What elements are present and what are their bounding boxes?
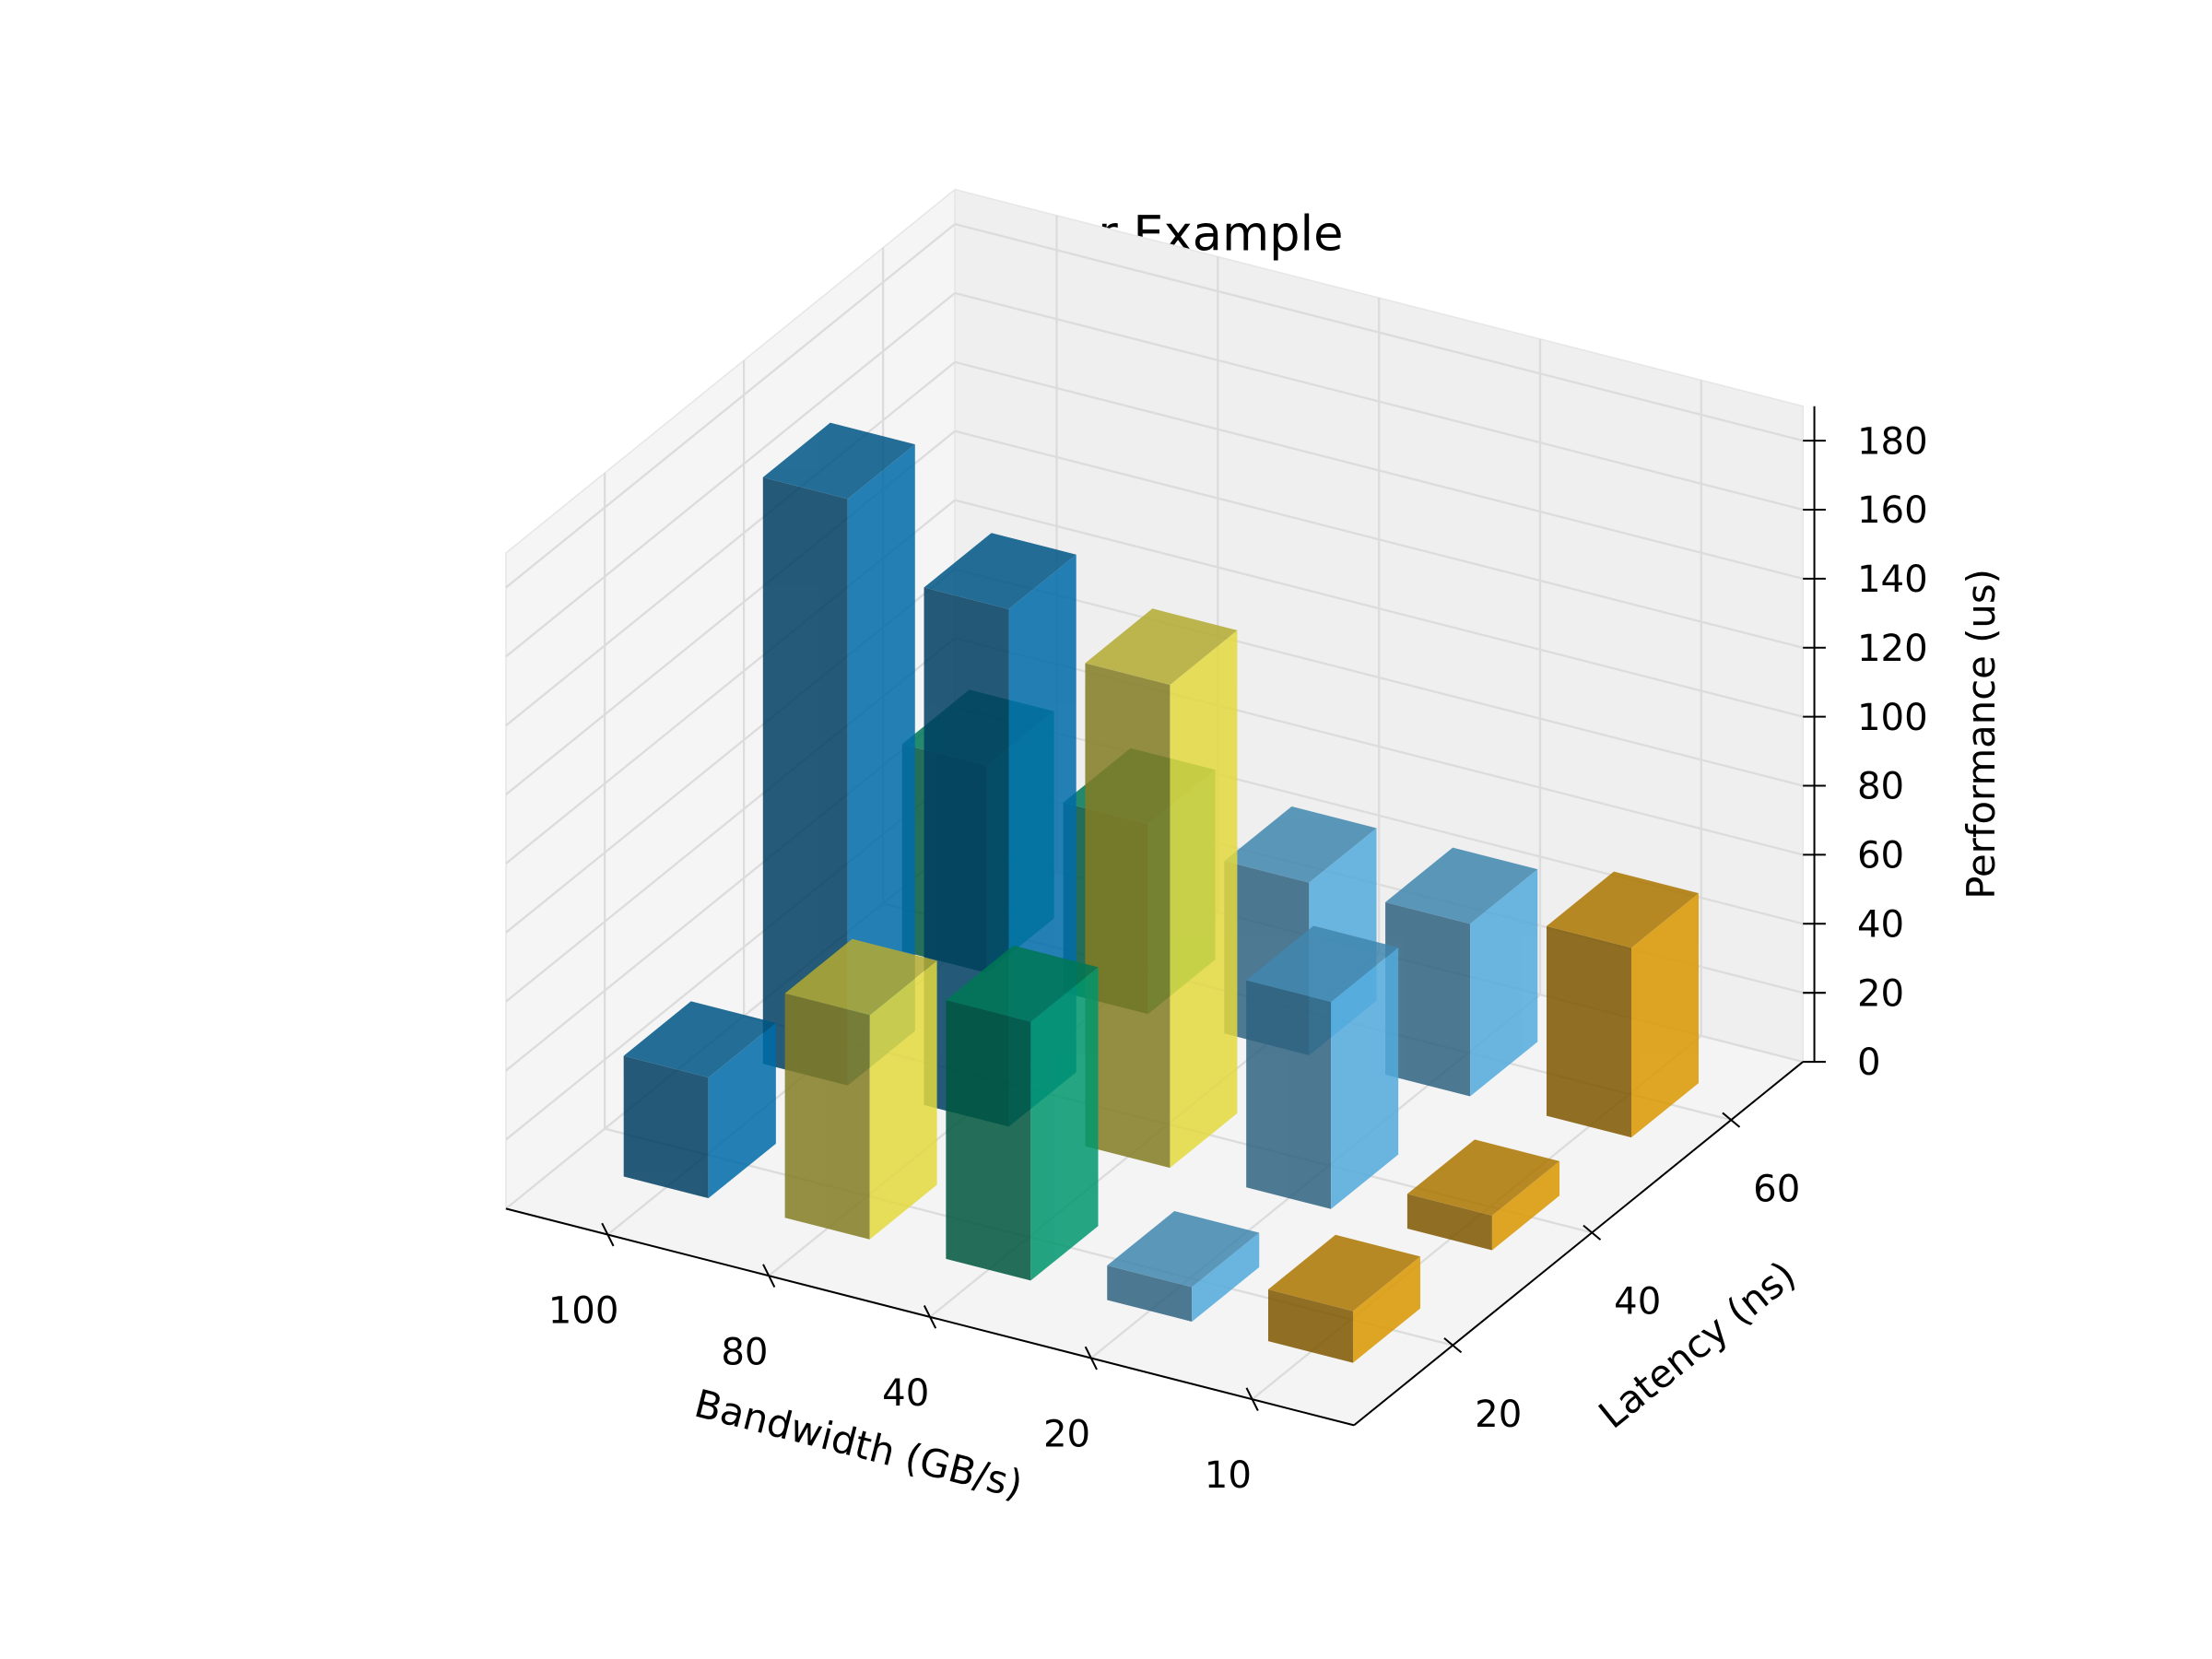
- bar-top-face: [762, 422, 915, 500]
- x-tick: [601, 1222, 615, 1247]
- bar-side-face: [1470, 869, 1538, 1097]
- bar-front-face: [762, 477, 848, 1086]
- y-axis-label: Latency (ns): [1590, 1252, 1804, 1437]
- bar-side-face: [1491, 1160, 1560, 1251]
- x-axis-label: Bandwidth (GB/s): [690, 1381, 1028, 1508]
- bar-top-face: [784, 938, 937, 1016]
- x-tick-label: 10: [1205, 1454, 1252, 1497]
- z-tick-label: 180: [1857, 420, 1928, 463]
- x-tick-label: 100: [548, 1290, 619, 1333]
- bar-top-face: [1406, 1139, 1560, 1216]
- bar-side-face: [1331, 947, 1399, 1209]
- bar-top-face: [1224, 806, 1377, 883]
- bar: [1267, 1234, 1420, 1363]
- bar-front-face: [1107, 1265, 1193, 1322]
- y-tick-label: 40: [1614, 1281, 1661, 1324]
- z-tick-label: 0: [1857, 1041, 1881, 1084]
- x-tick-label: 20: [1043, 1414, 1090, 1456]
- bar-side-face: [1030, 967, 1099, 1281]
- bar: [1546, 871, 1699, 1138]
- bar: [1406, 1139, 1560, 1251]
- x-tick-label: 40: [882, 1372, 929, 1415]
- z-axis-label: Performance (us): [1959, 569, 2004, 900]
- y-tick-label: 20: [1475, 1394, 1522, 1436]
- grid-line: [505, 360, 956, 727]
- bar-top-face: [1085, 608, 1238, 686]
- x-tick-label: 80: [721, 1331, 768, 1373]
- bar-top-face: [1385, 847, 1538, 924]
- bar-front-face: [1406, 1194, 1492, 1251]
- bar-top-face: [1246, 925, 1399, 1003]
- bar: [784, 938, 937, 1240]
- bar-top-face: [1107, 1210, 1260, 1288]
- bar: [623, 1001, 776, 1199]
- bar-top-face: [946, 945, 1099, 1022]
- bar-front-face: [946, 1000, 1031, 1281]
- bar-front-face: [1267, 1289, 1353, 1363]
- y-tick-label: 60: [1753, 1168, 1800, 1210]
- bar-side-face: [869, 960, 937, 1240]
- z-tick-label: 60: [1857, 835, 1904, 877]
- y-tick: [1443, 1337, 1463, 1354]
- bar: [1385, 847, 1538, 1097]
- bar-top-face: [924, 533, 1077, 609]
- bar-front-face: [1085, 663, 1171, 1169]
- bar-front-face: [1385, 901, 1471, 1097]
- bar-front-face: [1246, 980, 1332, 1209]
- z-tick-label: 20: [1857, 972, 1904, 1015]
- bar: [1107, 1210, 1260, 1322]
- z-tick-label: 160: [1857, 489, 1928, 532]
- bar-side-face: [847, 444, 915, 1086]
- bar: [946, 945, 1099, 1281]
- bar-side-face: [1352, 1256, 1420, 1363]
- bar-side-face: [1192, 1232, 1260, 1322]
- z-tick-label: 100: [1857, 697, 1928, 739]
- z-tick-label: 120: [1857, 628, 1928, 670]
- bar-top-face: [1267, 1234, 1420, 1312]
- bar-side-face: [1631, 893, 1699, 1138]
- bar-front-face: [784, 993, 870, 1240]
- z-tick-label: 140: [1857, 559, 1928, 601]
- y-tick: [1722, 1112, 1741, 1128]
- y-tick: [1583, 1224, 1602, 1241]
- x-tick: [1084, 1346, 1098, 1371]
- x-tick: [923, 1305, 937, 1329]
- bar: [762, 422, 915, 1086]
- y-axis-line: [1353, 1061, 1804, 1427]
- bar-top-face: [623, 1001, 776, 1078]
- x-tick: [762, 1264, 776, 1288]
- bar-top-face: [1546, 871, 1699, 948]
- grid-line: [505, 223, 956, 589]
- grid-line: [505, 292, 956, 658]
- z-tick-label: 40: [1857, 903, 1904, 946]
- bar-front-face: [1546, 925, 1631, 1138]
- bar-front-face: [623, 1055, 709, 1199]
- x-tick: [1245, 1387, 1259, 1412]
- bar: [1085, 608, 1238, 1169]
- bar-side-face: [708, 1022, 776, 1199]
- bar: [1246, 925, 1399, 1209]
- z-tick-label: 80: [1857, 766, 1904, 808]
- bar-side-face: [1170, 629, 1238, 1169]
